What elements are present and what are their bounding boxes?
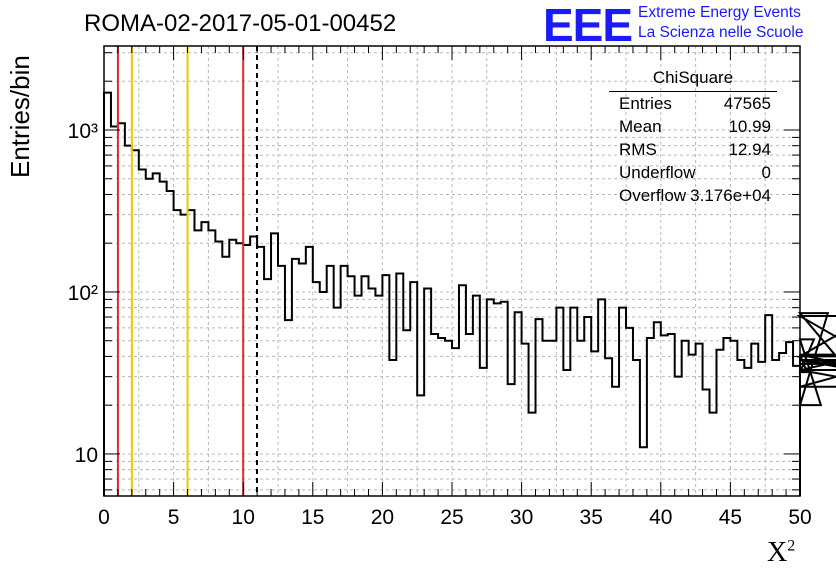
histogram-bars: [103, 91, 836, 496]
x-tick-label: 45: [719, 506, 742, 529]
chart-title: ROMA-02-2017-05-01-00452: [84, 10, 397, 37]
y-tick-label: 10²: [68, 282, 98, 305]
x-tick-label: 35: [580, 506, 603, 529]
logo-mark: EEE: [543, 0, 633, 51]
x-tick-label: 50: [788, 506, 811, 529]
x-tick-label: 30: [510, 506, 533, 529]
stats-row: Entries 47565: [619, 94, 771, 116]
histogram-outline: [103, 91, 836, 496]
y-tick-label: 10: [75, 444, 98, 467]
stats-row: Overflow 3.176e+04: [619, 186, 771, 208]
y-tick-label: 10³: [68, 120, 98, 143]
stats-label: Mean: [619, 117, 662, 136]
stats-value: 12.94: [728, 140, 771, 159]
stats-label: Overflow: [619, 186, 687, 205]
x-tick-label: 0: [98, 506, 110, 529]
stats-box: ChiSquare Entries 47565 Mean 10.99 RMS 1…: [609, 66, 777, 214]
stats-label: Entries: [619, 94, 672, 113]
x-tick-label: 40: [649, 506, 672, 529]
x-tick-label: 20: [371, 506, 394, 529]
stats-value: 10.99: [728, 117, 771, 136]
stats-divider: [609, 91, 777, 92]
x-axis-label: X2: [767, 537, 796, 568]
y-axis-label: Entries/bin: [5, 55, 35, 178]
axes: 0 5 10 15 20 25 30 35 40 45 50 10 10² 10³: [68, 45, 812, 529]
stats-label: RMS: [619, 140, 657, 159]
stats-value: 3.176e+04: [690, 186, 771, 205]
stats-row: Mean 10.99: [619, 117, 771, 139]
x-tick-label: 25: [440, 506, 463, 529]
x-tick-label: 5: [168, 506, 180, 529]
x-tick-label: 10: [232, 506, 255, 529]
threshold-markers: [116, 46, 258, 496]
stats-title: ChiSquare: [652, 68, 734, 87]
stats-value: 47565: [723, 94, 771, 113]
stats-row: RMS 12.94: [619, 140, 771, 162]
grid-lines: [104, 46, 800, 496]
stats-value: 0: [761, 163, 771, 182]
stats-row: Underflow 0: [619, 163, 771, 185]
logo-line-2: La Scienza nelle Scuole: [638, 24, 804, 41]
logo-line-1: Extreme Energy Events: [638, 4, 801, 21]
stats-label: Underflow: [619, 163, 696, 182]
x-tick-label: 15: [301, 506, 324, 529]
